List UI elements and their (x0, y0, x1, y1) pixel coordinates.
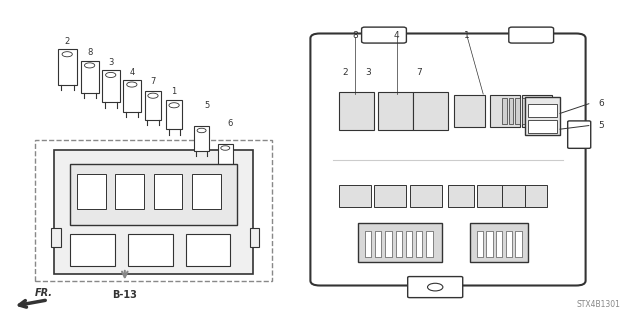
Bar (525, 185, 547, 207)
Bar (154, 174, 182, 209)
Text: 1: 1 (172, 87, 177, 96)
FancyBboxPatch shape (362, 27, 406, 43)
Bar (374, 185, 406, 207)
Circle shape (84, 63, 95, 68)
Bar (166, 100, 182, 129)
Bar (509, 98, 513, 124)
Bar (486, 231, 493, 257)
Bar (77, 174, 106, 209)
Text: 2: 2 (65, 37, 70, 46)
FancyBboxPatch shape (310, 33, 586, 286)
FancyBboxPatch shape (509, 27, 554, 43)
Text: 3: 3 (108, 58, 113, 67)
Bar (385, 231, 392, 257)
Bar (525, 97, 560, 135)
Bar (454, 95, 485, 127)
Text: 4: 4 (394, 31, 399, 40)
Bar (378, 92, 413, 130)
Text: 8: 8 (87, 48, 92, 57)
Bar (416, 231, 422, 257)
Bar (81, 61, 99, 93)
Bar (502, 185, 525, 207)
Text: 5: 5 (204, 101, 209, 110)
Bar (194, 126, 209, 151)
Bar (522, 98, 526, 124)
Bar (448, 185, 474, 207)
Text: 6: 6 (228, 119, 233, 128)
Circle shape (197, 128, 206, 133)
Circle shape (148, 93, 158, 98)
Text: 8: 8 (353, 31, 358, 40)
Circle shape (169, 103, 179, 108)
Circle shape (127, 82, 137, 87)
Bar (339, 185, 371, 207)
Bar (192, 174, 221, 209)
Bar (365, 231, 371, 257)
Bar (506, 231, 512, 257)
Bar (413, 92, 448, 130)
Bar (358, 223, 442, 262)
Bar (115, 174, 144, 209)
Bar (123, 80, 141, 112)
Text: 7: 7 (150, 77, 156, 86)
Text: B-13: B-13 (113, 290, 137, 300)
Text: 4: 4 (129, 68, 134, 77)
Bar (145, 91, 161, 120)
FancyBboxPatch shape (568, 121, 591, 148)
Bar (128, 234, 173, 266)
Text: 5: 5 (599, 121, 604, 130)
FancyBboxPatch shape (35, 140, 272, 281)
FancyBboxPatch shape (54, 150, 253, 274)
Bar (70, 164, 237, 225)
Bar (528, 104, 557, 117)
Bar (375, 231, 381, 257)
Bar (528, 120, 557, 133)
Bar (490, 95, 520, 127)
Bar (218, 144, 233, 169)
Circle shape (221, 146, 230, 150)
Text: FR.: FR. (35, 288, 53, 298)
Text: 6: 6 (599, 99, 604, 108)
Text: STX4B1301: STX4B1301 (577, 300, 621, 309)
FancyBboxPatch shape (408, 277, 463, 298)
Bar (502, 98, 507, 124)
Bar (426, 231, 433, 257)
Bar (339, 92, 374, 130)
Text: 7: 7 (417, 68, 422, 77)
Text: 2: 2 (343, 68, 348, 77)
Bar (102, 70, 120, 102)
Bar (58, 49, 77, 85)
Bar (470, 223, 528, 262)
Bar (70, 234, 115, 266)
Bar (51, 228, 61, 247)
Bar (528, 98, 532, 124)
Bar (477, 185, 502, 207)
Bar (410, 185, 442, 207)
Bar (477, 231, 483, 257)
Bar (186, 234, 230, 266)
Circle shape (62, 52, 72, 57)
Text: 1: 1 (465, 31, 470, 40)
Text: 3: 3 (365, 68, 371, 77)
Circle shape (106, 72, 116, 78)
Bar (250, 228, 259, 247)
Bar (406, 231, 412, 257)
Circle shape (428, 283, 443, 291)
Bar (515, 98, 520, 124)
Bar (396, 231, 402, 257)
Bar (515, 231, 522, 257)
Bar (522, 95, 552, 127)
Bar (496, 231, 502, 257)
